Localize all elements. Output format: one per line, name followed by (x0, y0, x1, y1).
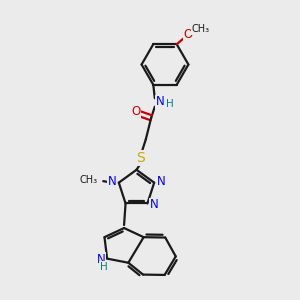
Text: S: S (136, 151, 145, 165)
Text: N: N (150, 198, 158, 212)
Text: N: N (108, 175, 117, 188)
Text: CH₃: CH₃ (79, 175, 97, 185)
Text: H: H (166, 99, 174, 109)
Text: N: N (156, 95, 165, 108)
Text: N: N (97, 253, 106, 266)
Text: O: O (131, 105, 140, 118)
Text: H: H (100, 262, 107, 272)
Text: O: O (184, 28, 193, 41)
Text: CH₃: CH₃ (192, 24, 210, 34)
Text: N: N (156, 175, 165, 188)
